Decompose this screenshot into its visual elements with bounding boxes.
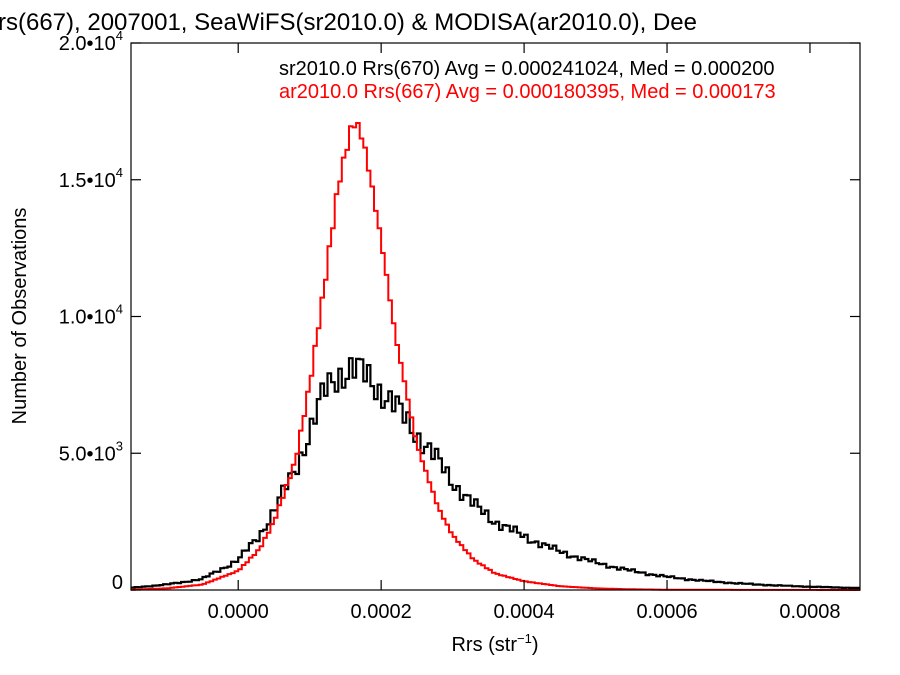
y-tick-label-3: 1.5•104	[59, 165, 123, 192]
y-tick-label-2: 1.0•104	[59, 302, 123, 329]
legend-entry-0: sr2010.0 Rrs(670) Avg = 0.000241024, Med…	[279, 58, 775, 80]
x-axis-label-close: )	[532, 634, 539, 656]
x-tick-label-1: 0.0002	[351, 601, 412, 623]
legend: sr2010.0 Rrs(670) Avg = 0.000241024, Med…	[279, 58, 776, 103]
x-axis-label: Rrs (str−1)	[451, 631, 538, 656]
y-tick-label-1: 5.0•103	[59, 438, 123, 465]
y-tick-label-0: 0	[112, 572, 123, 594]
series-1-histogram	[131, 122, 860, 591]
y-tick-label-4: 2.0•104	[59, 28, 123, 55]
x-tick-label-2: 0.0004	[494, 601, 555, 623]
x-tick-label-0: 0.0000	[208, 601, 269, 623]
x-axis-label-sup: −1	[517, 631, 532, 646]
x-tick-label-4: 0.0008	[779, 601, 840, 623]
y-axis-label: Number of Observations	[9, 208, 31, 425]
x-axis-label-main: Rrs (str	[451, 634, 517, 656]
x-tick-label-3: 0.0006	[636, 601, 697, 623]
series-0-histogram	[131, 357, 860, 589]
x-axis: 0.0000 0.0002 0.0004 0.0006 0.0008	[208, 43, 841, 623]
legend-entry-1: ar2010.0 Rrs(667) Avg = 0.000180395, Med…	[279, 81, 776, 103]
data-series-layer	[131, 122, 860, 591]
chart-title: rs(667), 2007001, SeaWiFS(sr2010.0) & MO…	[0, 9, 697, 36]
plot-frame	[130, 42, 861, 591]
y-axis: 0 5.0•103 1.0•104 1.5•104 2.0•104	[59, 28, 860, 594]
